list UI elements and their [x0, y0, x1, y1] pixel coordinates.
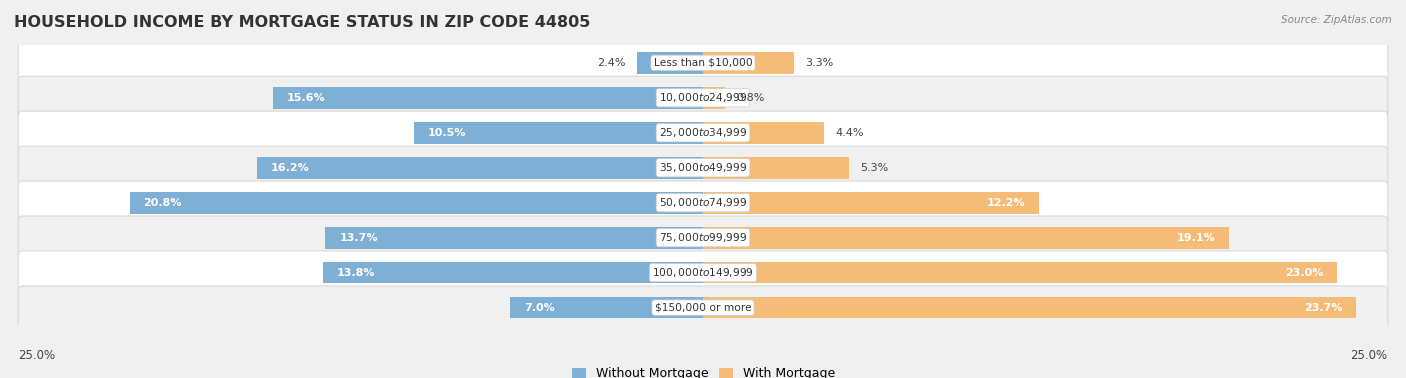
Text: Source: ZipAtlas.com: Source: ZipAtlas.com: [1281, 15, 1392, 25]
Bar: [273, 87, 703, 108]
Bar: [510, 297, 703, 318]
Text: 19.1%: 19.1%: [1177, 233, 1216, 243]
Text: HOUSEHOLD INCOME BY MORTGAGE STATUS IN ZIP CODE 44805: HOUSEHOLD INCOME BY MORTGAGE STATUS IN Z…: [14, 15, 591, 30]
Bar: [256, 157, 703, 178]
Bar: [413, 122, 703, 144]
Text: 7.0%: 7.0%: [524, 303, 554, 313]
Text: 4.4%: 4.4%: [835, 128, 863, 138]
Bar: [703, 297, 1357, 318]
Bar: [703, 157, 849, 178]
Text: 20.8%: 20.8%: [143, 198, 183, 208]
FancyBboxPatch shape: [18, 181, 1388, 225]
Bar: [703, 262, 1337, 284]
Text: 5.3%: 5.3%: [860, 163, 889, 173]
FancyBboxPatch shape: [18, 111, 1388, 155]
Bar: [323, 262, 703, 284]
Text: 3.3%: 3.3%: [806, 58, 834, 68]
Legend: Without Mortgage, With Mortgage: Without Mortgage, With Mortgage: [571, 367, 835, 378]
Text: Less than $10,000: Less than $10,000: [654, 58, 752, 68]
Text: $75,000 to $99,999: $75,000 to $99,999: [659, 231, 747, 244]
Text: 12.2%: 12.2%: [987, 198, 1025, 208]
Bar: [703, 52, 794, 74]
Bar: [129, 192, 703, 214]
Bar: [703, 122, 824, 144]
Text: $50,000 to $74,999: $50,000 to $74,999: [659, 196, 747, 209]
Text: 15.6%: 15.6%: [287, 93, 326, 103]
FancyBboxPatch shape: [18, 251, 1388, 294]
FancyBboxPatch shape: [18, 286, 1388, 329]
Text: 25.0%: 25.0%: [1351, 349, 1388, 362]
Bar: [703, 87, 725, 108]
Text: $100,000 to $149,999: $100,000 to $149,999: [652, 266, 754, 279]
FancyBboxPatch shape: [18, 216, 1388, 259]
Text: $10,000 to $24,999: $10,000 to $24,999: [659, 91, 747, 104]
Text: 13.7%: 13.7%: [339, 233, 378, 243]
FancyBboxPatch shape: [18, 76, 1388, 119]
Text: $150,000 or more: $150,000 or more: [655, 303, 751, 313]
Text: 16.2%: 16.2%: [270, 163, 309, 173]
Text: 0.8%: 0.8%: [737, 93, 765, 103]
Text: 2.4%: 2.4%: [598, 58, 626, 68]
Text: $35,000 to $49,999: $35,000 to $49,999: [659, 161, 747, 174]
Bar: [637, 52, 703, 74]
Text: 23.0%: 23.0%: [1285, 268, 1323, 277]
Text: 13.8%: 13.8%: [336, 268, 375, 277]
FancyBboxPatch shape: [18, 146, 1388, 189]
Text: 25.0%: 25.0%: [18, 349, 55, 362]
Text: 23.7%: 23.7%: [1303, 303, 1343, 313]
Bar: [325, 227, 703, 248]
Bar: [703, 192, 1039, 214]
Text: $25,000 to $34,999: $25,000 to $34,999: [659, 126, 747, 139]
Bar: [703, 227, 1229, 248]
FancyBboxPatch shape: [18, 41, 1388, 85]
Text: 10.5%: 10.5%: [427, 128, 465, 138]
